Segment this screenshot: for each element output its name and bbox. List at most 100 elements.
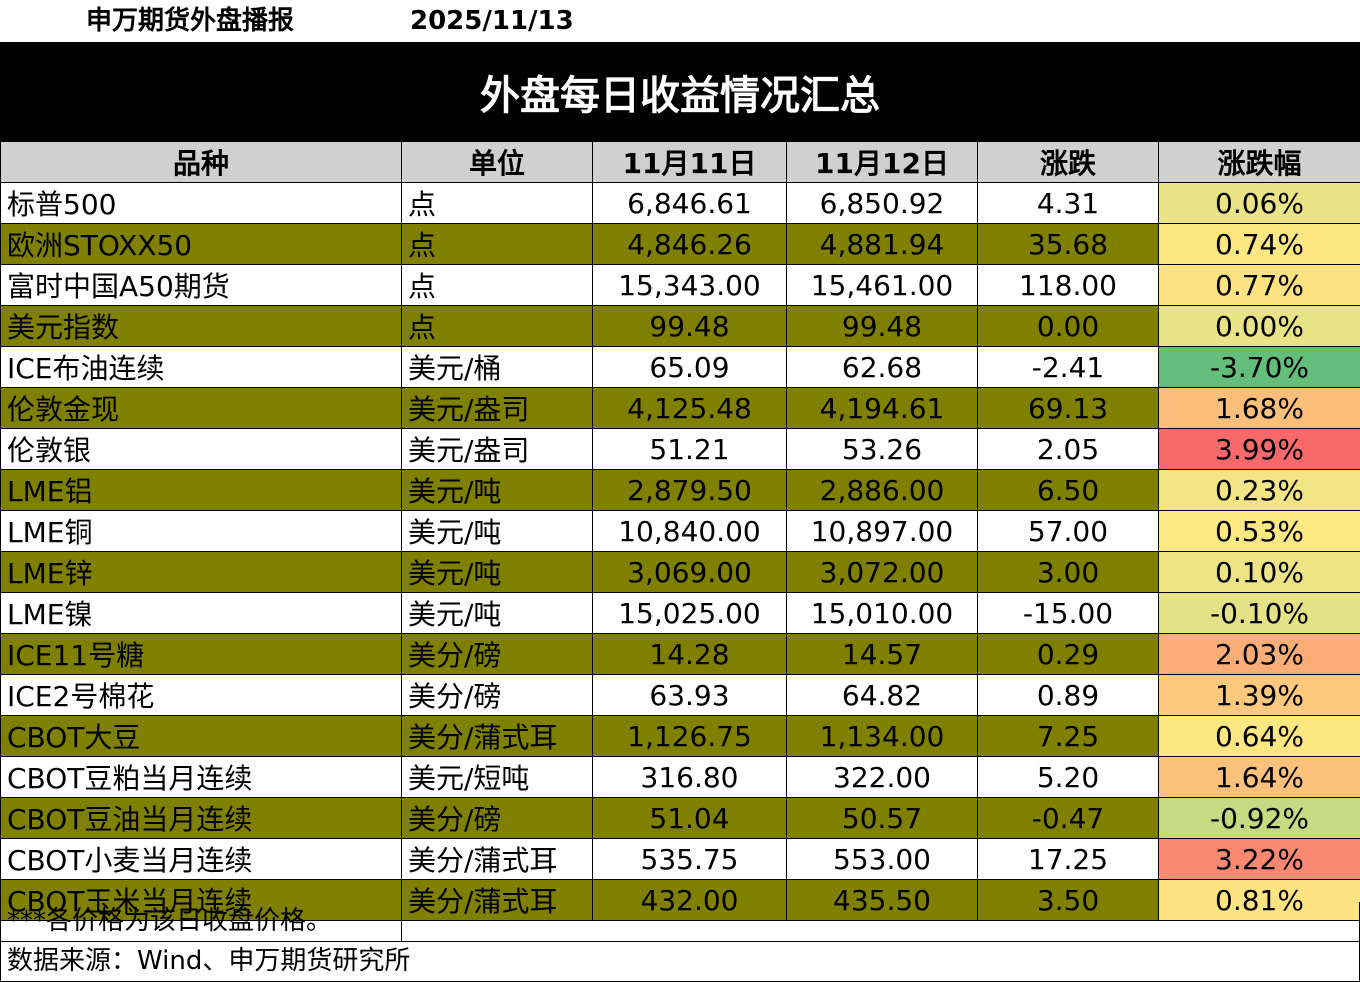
price-day2: 10,897.00 bbox=[786, 510, 978, 552]
unit-cell: 美分/蒲式耳 bbox=[401, 879, 593, 921]
price-day2: 50.57 bbox=[786, 797, 978, 839]
change-cell: 0.89 bbox=[977, 674, 1159, 716]
commodity-name: LME镍 bbox=[0, 592, 402, 634]
price-day1: 10,840.00 bbox=[592, 510, 787, 552]
price-day1: 15,025.00 bbox=[592, 592, 787, 634]
change-cell: -15.00 bbox=[977, 592, 1159, 634]
change-pct-cell: 3.22% bbox=[1158, 838, 1360, 880]
change-cell: 69.13 bbox=[977, 387, 1159, 429]
column-header: 品种 bbox=[0, 141, 402, 183]
table-row: 标普500 点 6,846.61 6,850.92 4.31 0.06% bbox=[0, 182, 1360, 224]
price-day1: 99.48 bbox=[592, 305, 787, 347]
commodity-name: LME铜 bbox=[0, 510, 402, 552]
price-day2: 62.68 bbox=[786, 346, 978, 388]
price-day1: 316.80 bbox=[592, 756, 787, 798]
change-pct-cell: -0.10% bbox=[1158, 592, 1360, 634]
unit-cell: 点 bbox=[401, 223, 593, 265]
change-pct-cell: 1.39% bbox=[1158, 674, 1360, 716]
column-header: 涨跌幅 bbox=[1158, 141, 1360, 183]
unit-cell: 美分/磅 bbox=[401, 633, 593, 675]
price-day1: 6,846.61 bbox=[592, 182, 787, 224]
change-pct-cell: 0.10% bbox=[1158, 551, 1360, 593]
report-date: 2025/11/13 bbox=[410, 6, 574, 36]
commodity-name: CBOT大豆 bbox=[0, 715, 402, 757]
page-title: 外盘每日收益情况汇总 bbox=[0, 42, 1360, 141]
price-day1: 51.04 bbox=[592, 797, 787, 839]
price-day2: 14.57 bbox=[786, 633, 978, 675]
table-row: CBOT豆油当月连续 美分/磅 51.04 50.57 -0.47 -0.92% bbox=[0, 797, 1360, 839]
change-cell: 6.50 bbox=[977, 469, 1159, 511]
price-day2: 15,461.00 bbox=[786, 264, 978, 306]
change-cell: 4.31 bbox=[977, 182, 1159, 224]
change-pct-cell: -0.92% bbox=[1158, 797, 1360, 839]
divider bbox=[401, 902, 402, 941]
price-day2: 6,850.92 bbox=[786, 182, 978, 224]
data-source: 数据来源：Wind、申万期货研究所 bbox=[0, 942, 1360, 982]
table-row: 伦敦银 美元/盎司 51.21 53.26 2.05 3.99% bbox=[0, 428, 1360, 470]
table-row: CBOT大豆 美分/蒲式耳 1,126.75 1,134.00 7.25 0.64% bbox=[0, 715, 1360, 757]
unit-cell: 点 bbox=[401, 182, 593, 224]
price-day1: 14.28 bbox=[592, 633, 787, 675]
unit-cell: 美元/吨 bbox=[401, 469, 593, 511]
column-header: 涨跌 bbox=[977, 141, 1159, 183]
table-row: LME铝 美元/吨 2,879.50 2,886.00 6.50 0.23% bbox=[0, 469, 1360, 511]
commodity-name: 欧洲STOXX50 bbox=[0, 223, 402, 265]
commodity-name: CBOT小麦当月连续 bbox=[0, 838, 402, 880]
table-row: CBOT玉米当月连续 美分/蒲式耳 432.00 435.50 3.50 0.81% bbox=[0, 879, 1360, 921]
unit-cell: 美元/吨 bbox=[401, 510, 593, 552]
price-day2: 64.82 bbox=[786, 674, 978, 716]
change-cell: -2.41 bbox=[977, 346, 1159, 388]
price-day1: 1,126.75 bbox=[592, 715, 787, 757]
table-row: ICE11号糖 美分/磅 14.28 14.57 0.29 2.03% bbox=[0, 633, 1360, 675]
price-day2: 4,194.61 bbox=[786, 387, 978, 429]
commodity-name: 富时中国A50期货 bbox=[0, 264, 402, 306]
change-pct-cell: 0.00% bbox=[1158, 305, 1360, 347]
table-row: 富时中国A50期货点 15,343.00 15,461.00 118.00 0.77% bbox=[0, 264, 1360, 306]
change-cell: 57.00 bbox=[977, 510, 1159, 552]
change-cell: 17.25 bbox=[977, 838, 1159, 880]
top-bar: 申万期货外盘播报 2025/11/13 bbox=[0, 0, 1360, 42]
change-pct-cell: 0.77% bbox=[1158, 264, 1360, 306]
table-row: 美元指数点 99.48 99.48 0.00 0.00% bbox=[0, 305, 1360, 347]
unit-cell: 点 bbox=[401, 305, 593, 347]
unit-cell: 美分/蒲式耳 bbox=[401, 715, 593, 757]
unit-cell: 美元/盎司 bbox=[401, 387, 593, 429]
unit-cell: 美分/磅 bbox=[401, 797, 593, 839]
price-day2: 553.00 bbox=[786, 838, 978, 880]
commodity-name: CBOT玉米当月连续 bbox=[0, 879, 402, 921]
price-day2: 1,134.00 bbox=[786, 715, 978, 757]
price-day1: 432.00 bbox=[592, 879, 787, 921]
column-header: 11月12日 bbox=[786, 141, 978, 183]
data-source-text: 数据来源：Wind、申万期货研究所 bbox=[7, 946, 411, 976]
unit-cell: 美分/磅 bbox=[401, 674, 593, 716]
change-pct-cell: 2.03% bbox=[1158, 633, 1360, 675]
price-day1: 4,846.26 bbox=[592, 223, 787, 265]
price-day1: 3,069.00 bbox=[592, 551, 787, 593]
unit-cell: 美元/吨 bbox=[401, 551, 593, 593]
price-day1: 63.93 bbox=[592, 674, 787, 716]
commodity-name: ICE布油连续 bbox=[0, 346, 402, 388]
commodity-name: 伦敦银 bbox=[0, 428, 402, 470]
commodity-name: CBOT豆粕当月连续 bbox=[0, 756, 402, 798]
table-row: CBOT豆粕当月连续 美元/短吨 316.80 322.00 5.20 1.64% bbox=[0, 756, 1360, 798]
change-cell: 2.05 bbox=[977, 428, 1159, 470]
change-cell: 5.20 bbox=[977, 756, 1159, 798]
change-cell: 3.50 bbox=[977, 879, 1159, 921]
change-cell: 3.00 bbox=[977, 551, 1159, 593]
unit-cell: 美元/桶 bbox=[401, 346, 593, 388]
unit-cell: 美元/盎司 bbox=[401, 428, 593, 470]
price-day2: 15,010.00 bbox=[786, 592, 978, 634]
price-day1: 4,125.48 bbox=[592, 387, 787, 429]
column-header: 单位 bbox=[401, 141, 593, 183]
price-day2: 2,886.00 bbox=[786, 469, 978, 511]
change-cell: 7.25 bbox=[977, 715, 1159, 757]
change-pct-cell: 1.64% bbox=[1158, 756, 1360, 798]
price-day1: 51.21 bbox=[592, 428, 787, 470]
table-row: LME锌 美元/吨 3,069.00 3,072.00 3.00 0.10% bbox=[0, 551, 1360, 593]
table-row: ICE布油连续 美元/桶 65.09 62.68 -2.41 -3.70% bbox=[0, 346, 1360, 388]
change-pct-cell: 0.64% bbox=[1158, 715, 1360, 757]
table-row: LME镍 美元/吨 15,025.00 15,010.00 -15.00 -0.10% bbox=[0, 592, 1360, 634]
change-pct-cell: 0.53% bbox=[1158, 510, 1360, 552]
price-day1: 15,343.00 bbox=[592, 264, 787, 306]
price-day2: 435.50 bbox=[786, 879, 978, 921]
